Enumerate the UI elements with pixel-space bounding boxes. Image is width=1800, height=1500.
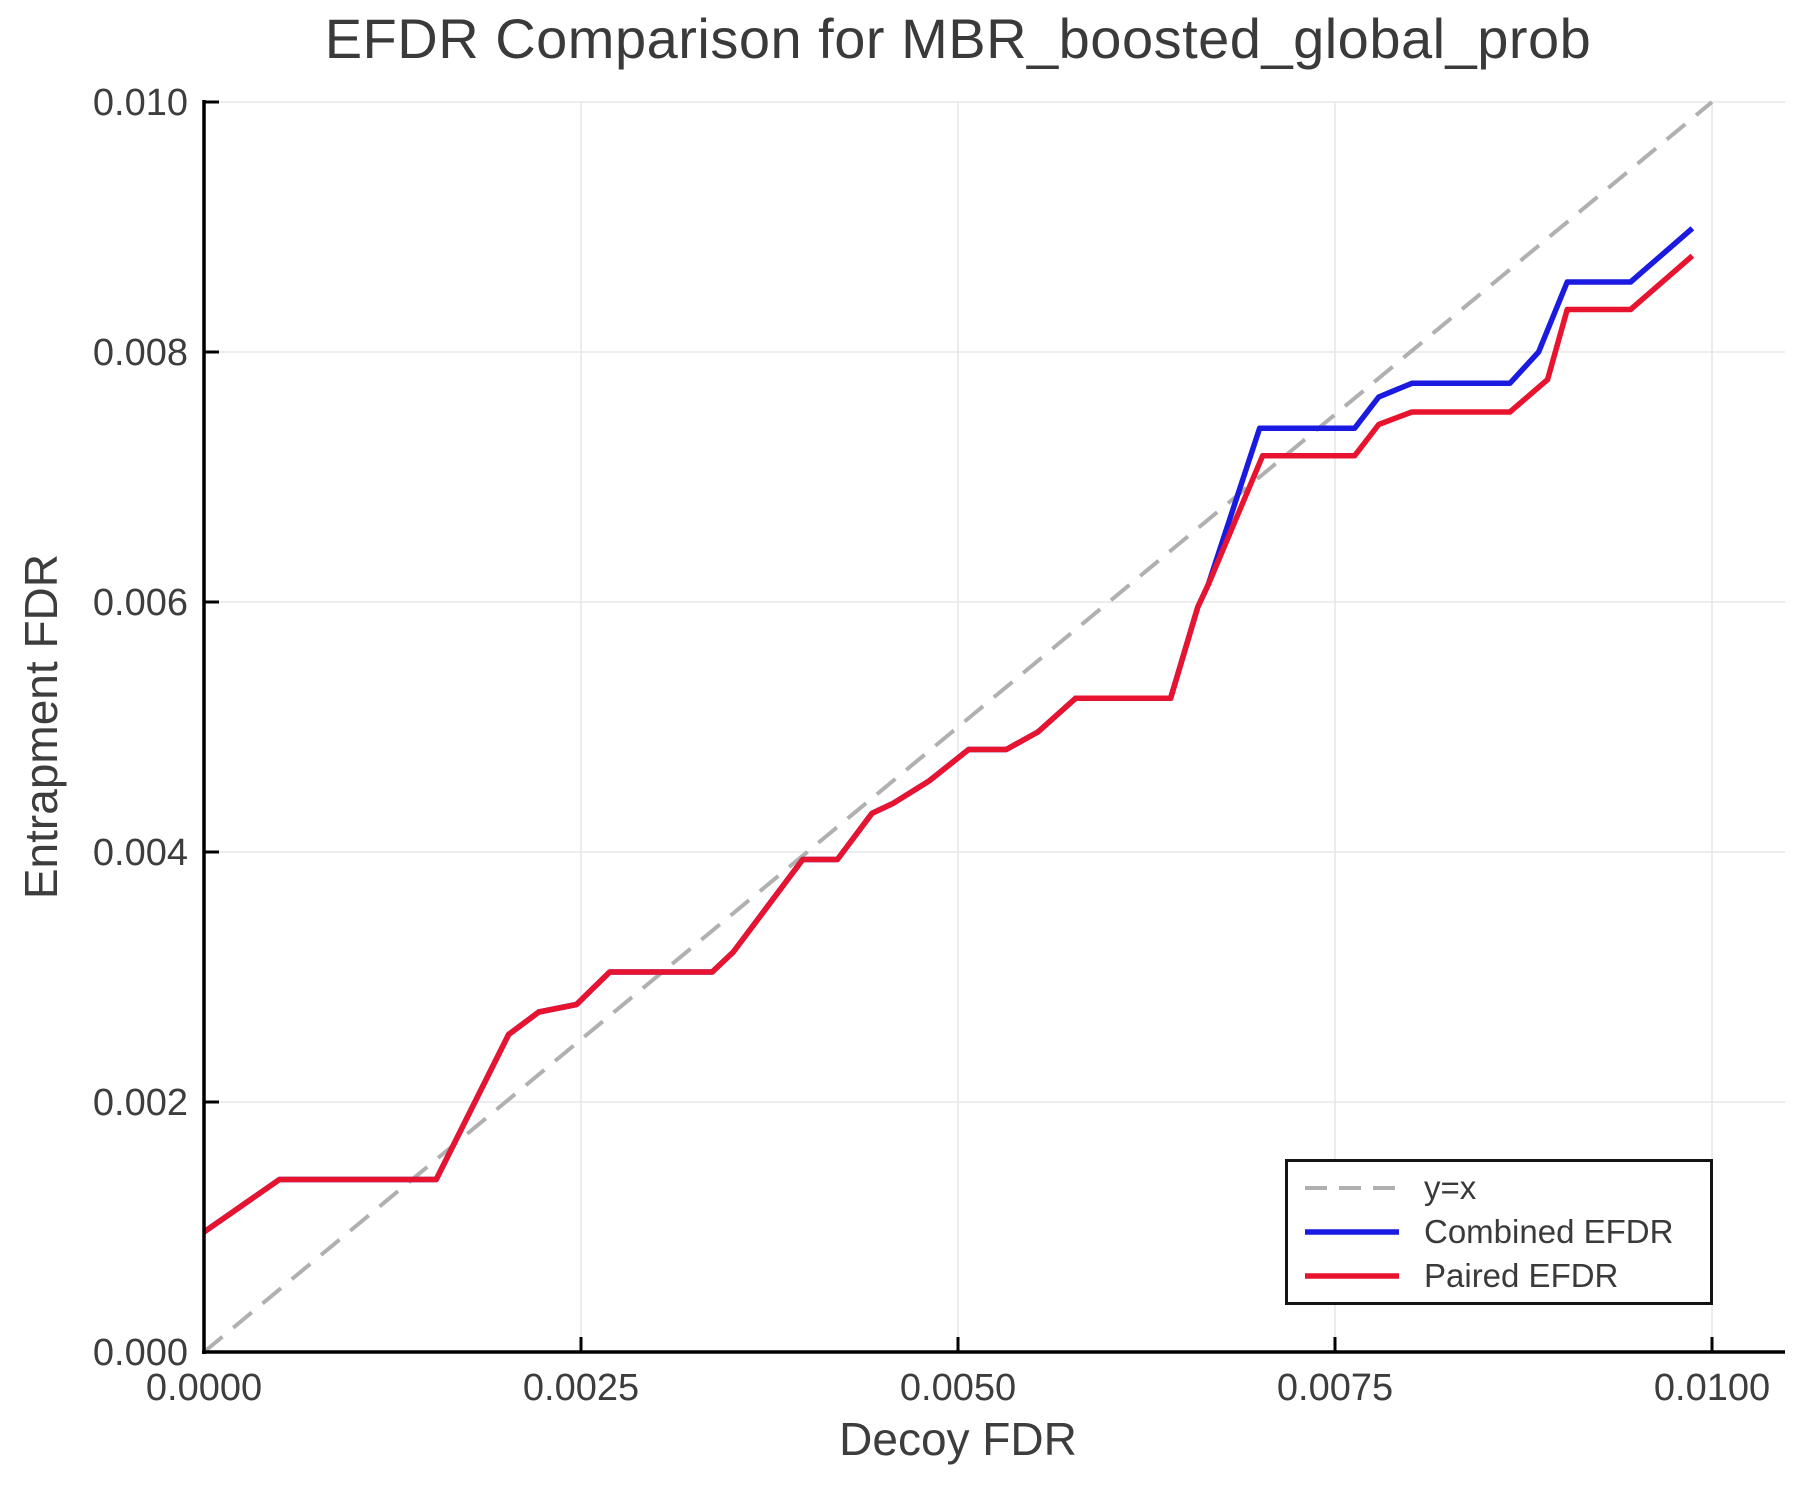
legend-sample-combined-line [1305, 1229, 1399, 1235]
x-tick-label: 0.0075 [1277, 1367, 1393, 1409]
legend: y=x Combined EFDR Paired EFDR [1285, 1159, 1713, 1305]
legend-label-paired: Paired EFDR [1424, 1257, 1619, 1294]
series-line-2 [202, 253, 1695, 1235]
y-tick-label: 0.004 [93, 832, 188, 874]
x-tick-label: 0.0000 [146, 1367, 262, 1409]
y-tick-label: 0.008 [93, 332, 188, 374]
y-tick-label: 0.010 [93, 82, 188, 124]
series-line-1 [202, 226, 1695, 1235]
x-tick-label: 0.0100 [1654, 1367, 1770, 1409]
x-tick-label: 0.0025 [523, 1367, 639, 1409]
legend-row-yx: y=x [1302, 1168, 1710, 1208]
x-axis-title: Decoy FDR [839, 1413, 1077, 1465]
chart-title: EFDR Comparison for MBR_boosted_global_p… [324, 7, 1592, 70]
x-tick-label: 0.0050 [900, 1367, 1016, 1409]
legend-sample-paired-line [1305, 1273, 1399, 1279]
y-tick-label: 0.000 [93, 1332, 188, 1374]
legend-row-paired: Paired EFDR [1302, 1256, 1710, 1296]
legend-row-combined: Combined EFDR [1302, 1212, 1710, 1252]
legend-label-yx: y=x [1424, 1169, 1477, 1206]
y-tick-label: 0.002 [93, 1082, 188, 1124]
legend-label-combined: Combined EFDR [1424, 1213, 1674, 1250]
legend-sample-dashed-line [1305, 1186, 1399, 1190]
y-tick-label: 0.006 [93, 582, 188, 624]
